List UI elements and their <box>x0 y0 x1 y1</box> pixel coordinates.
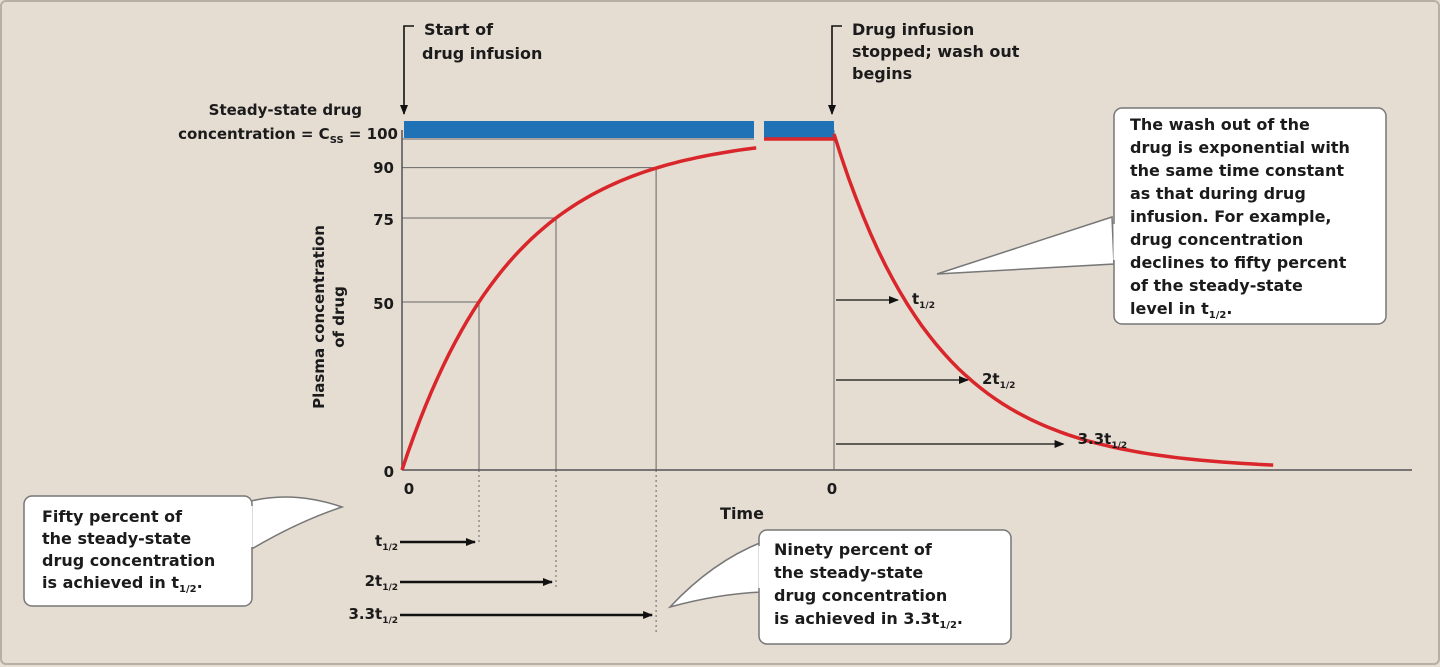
washout-callout: The wash out of the drug is exponential w… <box>936 107 1387 325</box>
infusion-stopped-annotation: Drug infusion stopped; wash out begins <box>828 20 1020 115</box>
infusion-mark-label-2: 3.3t1/2 <box>348 605 398 626</box>
washout-callout-text-line-6: declines to fifty percent <box>1130 253 1347 272</box>
washout-curve <box>832 133 1274 467</box>
washout-callout-text-line-8: level in t1/2. <box>1130 299 1232 321</box>
svg-text:stopped; wash out: stopped; wash out <box>852 42 1020 61</box>
washout-mark-label-1: 2t1/2 <box>982 370 1015 391</box>
fifty-percent-callout: Fifty percent of the steady-state drug con… <box>23 495 345 607</box>
washout-callout-text-line-4: infusion. For example, <box>1130 207 1332 226</box>
ninety-callout-text-line-3: is achieved in 3.3t1/2. <box>774 609 963 631</box>
reference-lines <box>402 138 754 632</box>
washout-callout-text-line-3: as that during drug <box>1130 184 1306 203</box>
start-infusion-annotation: Start of drug infusion <box>400 20 542 115</box>
fifty-callout-text-line-0: Fifty percent of <box>42 507 183 526</box>
fifty-callout-text-line-1: the steady-state <box>42 529 191 548</box>
washout-callout-text-line-7: of the steady-state <box>1130 276 1303 295</box>
curves <box>400 133 1274 471</box>
x-origin-washout: 0 <box>827 480 837 498</box>
infusion-mark-label-1: 2t1/2 <box>365 572 398 593</box>
fifty-callout-text-line-3: is achieved in t1/2. <box>42 573 203 595</box>
washout-callout-text-line-1: drug is exponential with <box>1130 138 1350 157</box>
steady-state-bar-right <box>764 121 834 138</box>
y-tick-75: 75 <box>373 211 394 229</box>
washout-mark-label-0: t1/2 <box>912 290 935 311</box>
x-origin-infusion: 0 <box>404 480 414 498</box>
svg-text:begins: begins <box>852 64 912 83</box>
ninety-callout-text-line-0: Ninety percent of <box>774 540 933 559</box>
svg-text:Plasma concentration: Plasma concentration <box>310 225 328 409</box>
svg-text:Start of: Start of <box>424 20 494 39</box>
svg-text:of drug: of drug <box>330 286 348 348</box>
washout-callout-text-line-0: The wash out of the <box>1130 115 1310 134</box>
svg-text:Drug infusion: Drug infusion <box>852 20 974 39</box>
y-tick-90: 90 <box>373 159 394 177</box>
svg-text:drug infusion: drug infusion <box>422 44 542 63</box>
ninety-callout-text-line-1: the steady-state <box>774 563 923 582</box>
washout-callout-text-line-2: the same time constant <box>1130 161 1344 180</box>
infusion-curve <box>400 146 757 471</box>
fifty-callout-text-line-2: drug concentration <box>42 551 215 570</box>
y-tick-50: 50 <box>373 295 394 313</box>
steady-state-label-line1: Steady-state drug <box>209 101 362 119</box>
y-tick-labels: 0 50 75 90 <box>373 159 394 481</box>
infusion-mark-label-0: t1/2 <box>375 532 398 553</box>
ninety-callout-text-line-2: drug concentration <box>774 586 947 605</box>
halflife-marks: t1/2 2t1/2 3.3t1/2 t1/2 2t1/2 3.3t1/2 <box>348 290 1127 626</box>
y-axis-label: Plasma concentration of drug <box>310 225 348 409</box>
ninety-percent-callout: Ninety percent of the steady-state drug co… <box>667 529 1012 645</box>
steady-state-bar-left <box>404 121 754 138</box>
washout-callout-text-line-5: drug concentration <box>1130 230 1303 249</box>
y-tick-0: 0 <box>384 463 394 481</box>
steady-state-label-line2: concentration = CSS = 100 <box>178 125 398 146</box>
x-axis-label: Time <box>720 504 764 523</box>
washout-mark-label-2: 3.3t1/2 <box>1078 430 1128 451</box>
